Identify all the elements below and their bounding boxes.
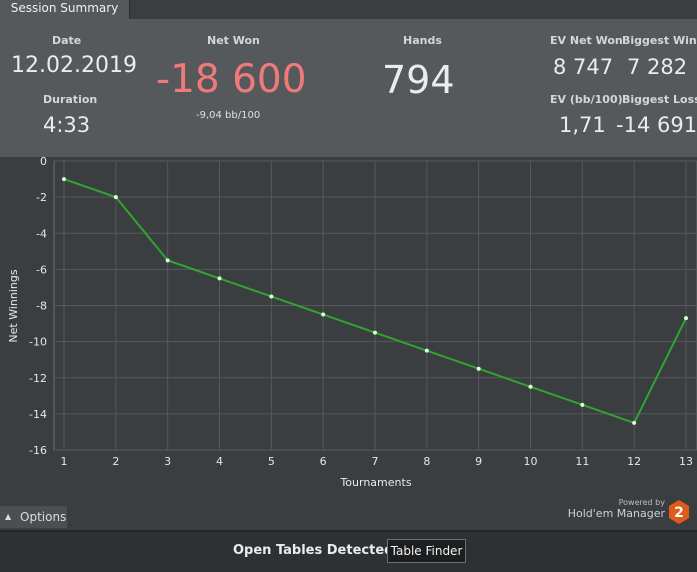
open-tables-status: Open Tables Detected [233,543,394,558]
net-winnings-chart: 0 -2 -4 -6 -8 -10 -12 -14 -16 1 2 3 4 5 6 7 8 9 10 11 12 13 … [0,157,697,530]
chart-svg: 0-2-4-6-8-10-12-14-16 1 2 3 4 5 6 7 8 9 10 11 12 13 … [7,157,697,489]
ev-net-won-value: 8 747 [553,55,614,79]
y-tick-label: -2 [36,191,47,204]
y-axis-label: Net Winnings [7,269,20,342]
x-tick-label: 6 [320,455,327,468]
biggest-win-label: Biggest Win [622,34,697,47]
top-bar: Session Summary [0,0,697,19]
hands-label: Hands [403,34,442,47]
data-point [62,177,66,182]
x-tick-label: 13 [679,455,693,468]
tab-session-summary[interactable]: Session Summary [0,0,130,19]
data-point [321,312,326,317]
ev-bb100-value: 1,71 [559,113,606,137]
x-tick-label: 5 [268,455,275,468]
hands-value: 794 [382,58,455,102]
x-tick-label: 7 [372,455,379,468]
x-tick-label: 10 [524,455,538,468]
x-tick-label: 4 [216,455,223,468]
hm2-logo-icon: 2 [669,500,689,524]
y-tick-label: -8 [36,300,47,313]
hm2-logo-badge: 2 [674,505,684,521]
ev-bb100-label: EV (bb/100) [550,93,623,106]
net-won-label: Net Won [207,34,260,47]
x-tick-label: 3 [164,455,171,468]
data-point [113,195,118,200]
data-point [476,366,481,371]
x-axis-label: Tournaments [339,476,411,489]
status-bar: Open Tables Detected Table Finder [0,530,697,572]
data-point [580,402,585,407]
y-tick-label: -4 [36,227,47,240]
net-won-value: -18 600 [156,57,307,102]
data-point [424,348,429,353]
data-point [269,294,274,299]
biggest-loss-value: -14 691 [616,113,697,137]
x-tick-label: 11 [575,455,589,468]
x-tick-label: 12 [627,455,641,468]
y-tick-label: -6 [36,263,47,276]
data-point [528,384,533,389]
product-name: Hold'em Manager [567,507,665,520]
data-point [632,420,637,425]
data-point [165,258,170,263]
options-label: Options [20,510,67,524]
data-point [373,330,377,335]
y-tick-label: -16 [29,444,47,457]
date-label: Date [52,34,82,47]
y-tick-label: -14 [29,408,47,421]
duration-value: 4:33 [43,113,91,137]
x-tick-label: 8 [423,455,430,468]
x-tick-label: 1 [61,455,68,468]
ev-net-won-label: EV Net Won [550,34,623,47]
y-tick-label: -12 [29,372,47,385]
biggest-loss-label: Biggest Loss [622,93,697,106]
y-tick-label: -10 [29,336,47,349]
powered-by-text: Powered by [618,498,665,507]
chevron-up-icon: ▲ [5,512,12,521]
x-tick-label: 2 [112,455,119,468]
table-finder-button[interactable]: Table Finder [387,539,466,563]
y-tick-label: 0 [40,157,47,168]
biggest-win-value: 7 282 [627,55,688,79]
data-point [684,316,688,321]
options-toggle[interactable]: ▲ Options [0,506,67,528]
data-point [217,276,222,281]
date-value: 12.02.2019 [11,53,137,78]
x-tick-label: 9 [475,455,482,468]
duration-label: Duration [43,93,98,106]
stats-panel: Date 12.02.2019 Duration 4:33 Net Won -1… [0,19,697,157]
net-won-bb100: -9,04 bb/100 [196,110,261,121]
